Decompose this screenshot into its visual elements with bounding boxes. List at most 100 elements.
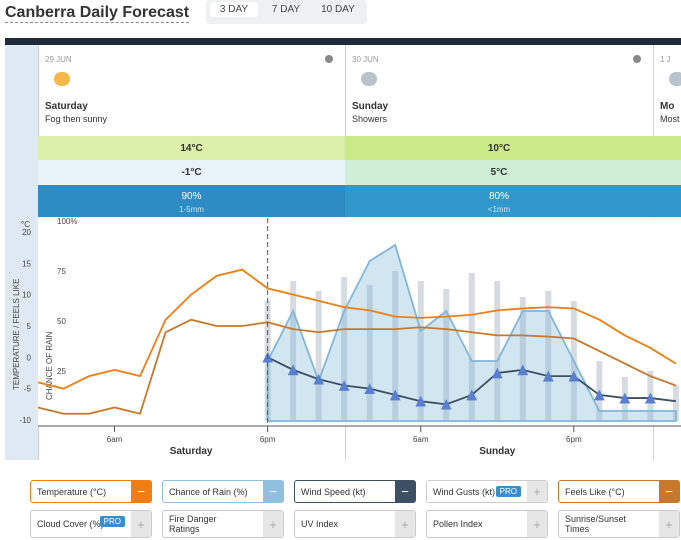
- rain-bar: [290, 281, 297, 421]
- legend-label: UV Index: [301, 519, 339, 529]
- page-title: Canberra Daily Forecast: [5, 4, 190, 23]
- x-tick-label: 6am: [413, 435, 429, 444]
- rain-bar: [494, 281, 501, 421]
- legend-button[interactable]: Sunrise/Sunset Times +: [558, 510, 680, 538]
- y-tick-label: 15: [22, 259, 31, 268]
- tab[interactable]: 10 DAY: [321, 4, 355, 15]
- legend-label: Wind Gusts (kt): [433, 486, 496, 497]
- y2-label: CHANCE OF RAIN: [45, 331, 54, 400]
- rain-bar: [392, 271, 399, 421]
- legend-button[interactable]: Wind Gusts (kt) PRO +: [426, 480, 548, 503]
- min-temp: -1°C: [181, 167, 202, 178]
- min-row: [345, 160, 653, 185]
- top-bar: [5, 38, 681, 45]
- rain-chance: 90%: [181, 191, 202, 202]
- day-desc: Fog then sunny: [45, 114, 108, 124]
- x-tick-label: 6am: [107, 435, 123, 444]
- chart: °C TEMPERATURE / FEELS LIKE CHANCE OF RAIN…: [12, 217, 681, 457]
- y-unit: °C: [21, 220, 30, 229]
- y-tick-label: -10: [19, 416, 31, 425]
- series-line: [37, 268, 677, 390]
- rain-row: [653, 185, 681, 217]
- pro-badge: PRO: [99, 516, 125, 527]
- weather-icon: [669, 72, 681, 86]
- legend-label: Temperature (°C): [37, 486, 107, 497]
- y2-tick-label: 50: [57, 317, 66, 326]
- legend-button[interactable]: Feels Like (°C) −: [558, 480, 680, 503]
- rain-bar: [341, 277, 348, 421]
- y2-tick-label: 100%: [57, 217, 77, 226]
- weather-icon: [54, 72, 70, 86]
- legend-label: Feels Like (°C): [565, 486, 625, 497]
- y-tick-label: 20: [22, 228, 31, 237]
- day-date: 30 JUN: [352, 55, 379, 64]
- min-row: [38, 160, 345, 185]
- legend-label: Pollen Index: [433, 519, 483, 529]
- y2-tick-label: 25: [57, 367, 66, 376]
- y-tick-label: 10: [22, 291, 31, 300]
- min-temp: 5°C: [490, 167, 508, 178]
- y-tick-label: 0: [27, 353, 32, 362]
- legend-button[interactable]: UV Index +: [294, 510, 416, 538]
- min-row: [653, 160, 681, 185]
- toggle: +: [395, 511, 415, 537]
- y2-tick-label: 75: [57, 267, 66, 276]
- day-desc: Showers: [352, 114, 388, 124]
- rain-bar: [468, 273, 475, 421]
- y-label: TEMPERATURE / FEELS LIKE: [12, 279, 21, 390]
- tab[interactable]: 3 DAY: [210, 2, 258, 17]
- rain-amount: <1mm: [487, 205, 511, 214]
- rain-bar: [417, 281, 424, 421]
- series-line: [37, 318, 677, 415]
- legend-button[interactable]: Chance of Rain (%) −: [162, 480, 284, 503]
- day-date: 1 J: [660, 55, 671, 64]
- legend-label: Fire Danger Ratings: [169, 514, 217, 534]
- info-icon: [325, 55, 333, 63]
- tabs: 3 DAY 7 DAY 10 DAY: [206, 0, 367, 24]
- max-temp: 14°C: [180, 143, 203, 154]
- rain-amount: 1-5mm: [179, 205, 204, 214]
- toggle: +: [659, 511, 679, 537]
- toggle: +: [527, 481, 547, 502]
- tab[interactable]: 7 DAY: [271, 4, 301, 15]
- side-strip: [5, 45, 38, 460]
- x-tick-label: 6pm: [566, 435, 582, 444]
- legend-button[interactable]: Fire Danger Ratings +: [162, 510, 284, 538]
- legend-label: Cloud Cover (%): [37, 519, 104, 529]
- series-line: [262, 351, 677, 410]
- rain-bar: [672, 385, 679, 421]
- toggle: +: [527, 511, 547, 537]
- legend-button[interactable]: Cloud Cover (%) PRO +: [30, 510, 152, 538]
- legend-label: Sunrise/Sunset Times: [565, 514, 627, 534]
- day-label: Saturday: [170, 446, 213, 457]
- day-name: Sunday: [352, 101, 389, 112]
- info-icon: [633, 55, 641, 63]
- legend-button[interactable]: Pollen Index +: [426, 510, 548, 538]
- legend-label: Chance of Rain (%): [169, 486, 248, 497]
- day-label: Sunday: [479, 446, 516, 457]
- toggle: −: [659, 481, 679, 502]
- toggle: +: [131, 511, 151, 537]
- y-tick-label: -5: [24, 385, 32, 394]
- rain-row: [345, 185, 653, 217]
- max-row: [38, 136, 345, 160]
- day-name: Mo: [660, 101, 675, 112]
- toggle: −: [131, 481, 151, 502]
- day-name: Saturday: [45, 101, 88, 112]
- y-tick-label: 5: [27, 322, 32, 331]
- max-row: [653, 136, 681, 160]
- rain-chance: 80%: [488, 191, 509, 202]
- rain-row: [38, 185, 345, 217]
- day-date: 29 JUN: [45, 55, 72, 64]
- legend-button[interactable]: Wind Speed (kt) −: [294, 480, 416, 503]
- pro-badge: PRO: [495, 486, 521, 497]
- toggle: +: [263, 511, 283, 537]
- legend-button[interactable]: Temperature (°C) −: [30, 480, 152, 503]
- weather-icon: [361, 72, 377, 86]
- max-row: [345, 136, 653, 160]
- toggle: −: [263, 481, 283, 502]
- legend-label: Wind Speed (kt): [301, 486, 366, 497]
- day-desc: Most: [660, 114, 680, 124]
- max-temp: 10°C: [487, 143, 511, 154]
